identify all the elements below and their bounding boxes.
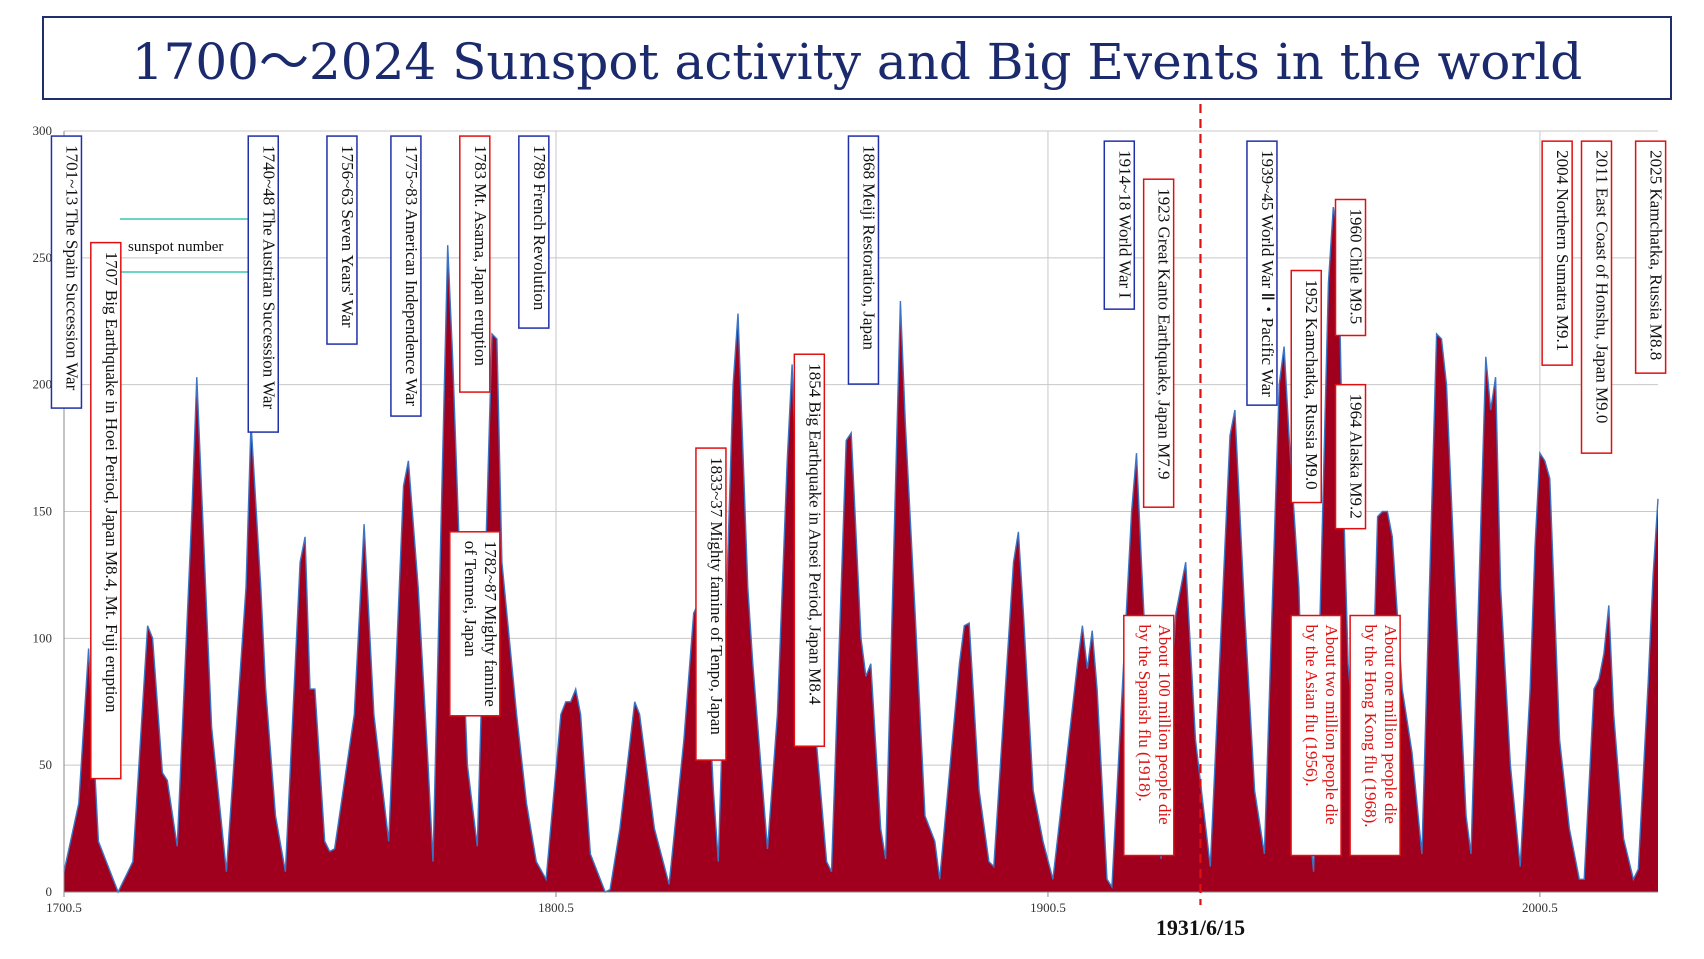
annotation-box: 1756~63 Seven Years' War xyxy=(326,135,358,345)
annotation-text: 1756~63 Seven Years' War xyxy=(338,145,357,328)
annotation-frame xyxy=(1349,614,1401,857)
title-box: 1700～2024 Sunspot activity and Big Event… xyxy=(42,16,1672,100)
y-tick-label: 150 xyxy=(33,504,53,519)
annotation-frame xyxy=(50,135,83,409)
annotations-layer: 1701~13 The Spain Succession War 1707 Big… xyxy=(50,135,1667,857)
sunspot-area xyxy=(64,207,1658,893)
annotation-text: About one million people die xyxy=(1381,625,1400,824)
marker-label: 1931/6/15 xyxy=(1156,915,1245,940)
annotation-text: 1964 Alaska M9.2 xyxy=(1347,394,1366,519)
annotation-box: 1789 French Revolution xyxy=(518,135,550,329)
annotation-frame xyxy=(449,531,501,717)
annotation-frame xyxy=(695,447,727,761)
annotation-box: 1868 Meiji Restoration, Japan xyxy=(847,135,880,385)
annotation-box: 2025 Kamchatka, Russia M8.8 xyxy=(1634,140,1667,374)
annotation-text: 1914~18 World War I xyxy=(1115,150,1134,298)
annotation-text: 1939~45 World War Ⅱ・Pacific War xyxy=(1258,150,1277,397)
annotation-text: 1923 Great Kanto Earthquake, Japan M7.9 xyxy=(1155,188,1174,479)
annotation-frame xyxy=(1123,614,1175,857)
annotation-text: 1833~37 Mighty famine of Tenpo, Japan xyxy=(707,457,726,735)
annotation-text: 2004 Northern Sumatra M9.1 xyxy=(1553,150,1572,351)
annotation-box: 1914~18 World War I xyxy=(1103,140,1136,310)
annotation-frame xyxy=(1103,140,1136,310)
annotation-frame xyxy=(1580,140,1613,454)
annotation-text: 2025 Kamchatka, Russia M8.8 xyxy=(1647,150,1666,360)
annotation-frame xyxy=(326,135,358,345)
annotation-box: 1939~45 World War Ⅱ・Pacific War xyxy=(1246,140,1278,406)
sunspot-line xyxy=(63,206,1659,894)
annotation-box: 1701~13 The Spain Succession War xyxy=(50,135,83,409)
x-tick-label: 2000.5 xyxy=(1522,900,1558,915)
legend: sunspot number xyxy=(120,218,258,273)
annotation-text: 1783 Mt. Asama, Japan eruption xyxy=(471,145,490,366)
annotation-box: 1783 Mt. Asama, Japan eruption xyxy=(459,135,491,393)
annotation-frame xyxy=(847,135,880,385)
annotation-frame xyxy=(1634,140,1667,374)
annotation-text: 1740~48 The Austrian Succession War xyxy=(259,145,278,409)
annotation-text: 2011 East Coast of Honshu, Japan M9.0 xyxy=(1593,150,1612,423)
x-tick-label: 1700.5 xyxy=(46,900,82,915)
y-tick-label: 0 xyxy=(46,884,53,899)
annotation-box: 1964 Alaska M9.2 xyxy=(1334,383,1367,530)
annotation-text: 1868 Meiji Restoration, Japan xyxy=(859,145,878,350)
annotation-text: About 100 million people die xyxy=(1155,625,1174,825)
annotation-box: 1775~83 American Independence War xyxy=(390,135,422,417)
y-tick-label: 100 xyxy=(33,630,53,645)
annotation-box: 1854 Big Earthquake in Ansei Period, Jap… xyxy=(793,353,826,747)
annotation-box: 1833~37 Mighty famine of Tenpo, Japan xyxy=(695,447,727,761)
annotation-box: 2004 Northern Sumatra M9.1 xyxy=(1541,140,1573,366)
annotation-text: 1854 Big Earthquake in Ansei Period, Jap… xyxy=(805,363,824,705)
date-marker: 1931/6/15 xyxy=(1156,104,1245,940)
annotation-text: by the Asian flu (1956). xyxy=(1302,625,1321,787)
y-tick-label: 250 xyxy=(33,250,53,265)
annotation-text: of Tenmei, Japan xyxy=(461,541,480,658)
y-tick-label: 50 xyxy=(39,757,52,772)
annotation-frame xyxy=(459,135,491,393)
area-layer xyxy=(63,206,1659,894)
y-tick-label: 200 xyxy=(33,377,53,392)
annotation-frame xyxy=(90,241,122,780)
annotation-text: 1952 Kamchatka, Russia M9.0 xyxy=(1302,280,1321,490)
annotation-text: by the Hong Kong flu (1968). xyxy=(1361,625,1380,828)
annotation-frame xyxy=(793,353,826,747)
annotation-frame xyxy=(1290,269,1322,504)
annotation-frame xyxy=(1334,383,1367,530)
annotation-text: 1707 Big Earthquake in Hoei Period, Japa… xyxy=(102,252,121,713)
annotation-frame xyxy=(247,135,279,433)
annotation-frame xyxy=(390,135,422,417)
annotation-box: 1740~48 The Austrian Succession War xyxy=(247,135,279,433)
annotation-text: by the Spanish flu (1918). xyxy=(1135,625,1154,802)
annotation-frame xyxy=(1334,198,1367,337)
annotation-text: About two million people die xyxy=(1322,625,1341,825)
annotation-box: 1923 Great Kanto Earthquake, Japan M7.9 xyxy=(1142,178,1175,508)
annotation-text: 1960 Chile M9.5 xyxy=(1347,208,1366,324)
annotation-frame xyxy=(1246,140,1278,406)
x-tick-label: 1800.5 xyxy=(538,900,574,915)
annotation-box: 2011 East Coast of Honshu, Japan M9.0 xyxy=(1580,140,1613,454)
annotation-box: 1952 Kamchatka, Russia M9.0 xyxy=(1290,269,1322,504)
annotation-text: 1701~13 The Spain Succession War xyxy=(62,145,81,391)
annotation-text: 1789 French Revolution xyxy=(530,145,549,311)
annotation-box: 1960 Chile M9.5 xyxy=(1334,198,1367,337)
annotation-frame xyxy=(518,135,550,329)
annotation-frame xyxy=(1142,178,1175,508)
annotation-frame xyxy=(1541,140,1573,366)
annotation-text: 1775~83 American Independence War xyxy=(402,145,421,406)
legend-label: sunspot number xyxy=(128,239,223,255)
annotation-frame xyxy=(1290,614,1342,857)
annotation-text: 1782~87 Mighty famine xyxy=(481,541,500,707)
annotation-box: 1707 Big Earthquake in Hoei Period, Japa… xyxy=(90,241,122,780)
y-tick-label: 300 xyxy=(33,123,53,138)
x-tick-label: 1900.5 xyxy=(1030,900,1066,915)
chart-title: 1700～2024 Sunspot activity and Big Event… xyxy=(131,33,1583,91)
